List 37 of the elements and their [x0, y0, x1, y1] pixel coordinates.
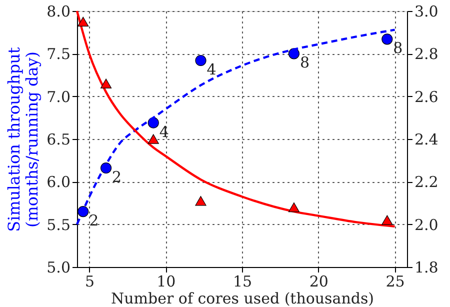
annotation: 2: [112, 168, 122, 186]
y-tick-label: 8.0: [46, 2, 70, 20]
point: [100, 78, 112, 88]
point: [288, 48, 300, 60]
point: [195, 54, 206, 66]
y-tick-label: 6.5: [46, 130, 70, 148]
y2-tick-label: 2.2: [414, 173, 438, 192]
annotation: 4: [159, 122, 169, 141]
y-tick-label: 5.0: [46, 258, 70, 276]
x-tick-label: 25: [386, 272, 405, 290]
annotation: 8: [300, 54, 310, 72]
x-tick-label: 5: [84, 272, 94, 290]
y-tick-label: 5.5: [46, 216, 70, 234]
y2-tick-label: 2.0: [414, 216, 438, 234]
y-tick-label: 7.0: [46, 88, 70, 106]
y2-tick-label: 2.8: [414, 45, 438, 64]
point: [288, 202, 300, 212]
y2-tick-label: 3.0: [414, 2, 438, 20]
point: [382, 215, 393, 225]
annotation: 8: [393, 39, 403, 58]
x-tick-label: 10: [156, 272, 176, 290]
point: [195, 196, 206, 206]
y-tick-label: 7.5: [46, 45, 70, 64]
point: [382, 34, 393, 45]
point: [78, 16, 89, 27]
y-tick-label: 6.0: [46, 173, 70, 192]
x-tick-label: 20: [309, 272, 328, 290]
annotation: 2: [89, 212, 99, 230]
point: [148, 134, 159, 144]
y2-tick-label: 1.8: [414, 258, 438, 276]
y2-tick-label: 2.4: [414, 130, 438, 148]
x-axis-title: Number of cores used (thousands): [110, 290, 374, 307]
y-axis-title: Simulation throughput (months/running day): [4, 46, 42, 232]
x-tick-label: 15: [232, 272, 252, 290]
point: [148, 117, 159, 128]
annotation: 4: [206, 60, 216, 78]
y2-tick-label: 2.6: [414, 88, 438, 106]
